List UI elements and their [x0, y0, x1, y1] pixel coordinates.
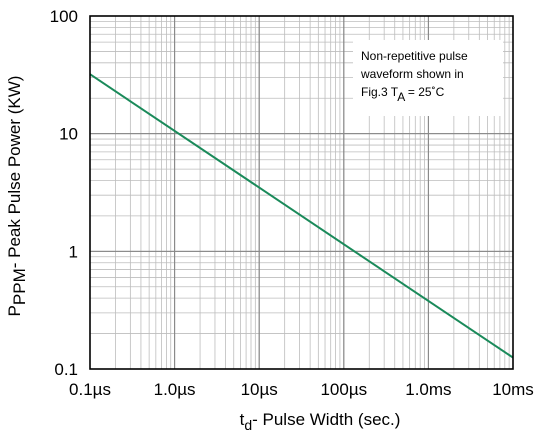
annotation-line-3-suffix: = 25˚C — [405, 85, 445, 99]
x-tick-label: 0.1µs — [69, 380, 111, 399]
x-tick-label: 1.0µs — [154, 380, 196, 399]
x-axis-title-sub: d — [244, 417, 252, 433]
y-tick-label: 1 — [69, 242, 78, 261]
x-axis-title: td- Pulse Width (sec.) — [240, 410, 401, 433]
series-line-0 — [89, 73, 514, 359]
y-axis-title-main: P — [5, 305, 24, 316]
grid-minor — [90, 16, 513, 369]
y-tick-label: 100 — [50, 7, 78, 26]
y-tick-labels: 0.1 1 10 100 — [50, 7, 78, 379]
annotation-line-1: Non-repetitive pulse — [361, 49, 468, 63]
x-axis-title-rest: - Pulse Width (sec.) — [252, 410, 400, 429]
annotation-line-3-prefix: Fig.3 T — [361, 85, 399, 99]
x-axis-title-main: t — [240, 410, 245, 429]
x-tick-label: 10µs — [241, 380, 278, 399]
x-tick-label: 10ms — [492, 380, 534, 399]
annotation-background — [353, 40, 503, 116]
annotation-line-3-sub: A — [397, 90, 405, 104]
y-axis-title: PPPM- Peak Pulse Power (KW) — [5, 76, 29, 317]
annotation-line-2: waveform shown in — [360, 67, 464, 81]
plot-frame — [89, 15, 514, 370]
annotation-box: Non-repetitive pulse waveform shown in F… — [353, 40, 503, 116]
series-layer — [89, 73, 514, 359]
x-tick-label: 1.0ms — [405, 380, 451, 399]
y-axis-title-sub: PPM — [10, 268, 29, 305]
x-tick-labels: 0.1µs 1.0µs 10µs 100µs 1.0ms 10ms — [69, 380, 534, 399]
y-axis-title-rest: - Peak Pulse Power (KW) — [5, 76, 24, 269]
y-tick-label: 10 — [59, 125, 78, 144]
annotation-line-3: Fig.3 TA = 25˚C — [361, 85, 445, 104]
y-tick-label: 0.1 — [54, 360, 78, 379]
x-tick-label: 100µs — [320, 380, 367, 399]
